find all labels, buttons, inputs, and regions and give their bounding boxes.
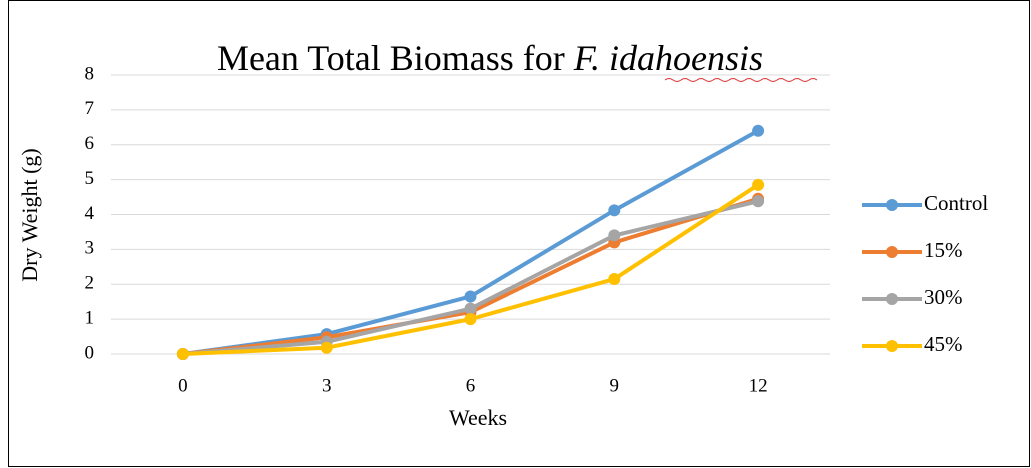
chart-title: Mean Total Biomass for F. idahoensis (217, 38, 763, 78)
y-axis-label: Dry Weight (g) (17, 148, 42, 281)
data-point (464, 290, 477, 303)
y-tick-label: 0 (85, 342, 95, 363)
data-point (608, 229, 621, 242)
chart-frame (8, 0, 1030, 467)
y-tick-label: 6 (85, 133, 95, 154)
data-point (608, 273, 621, 286)
legend-label: 30% (924, 285, 963, 309)
title-species: F. idahoensis (573, 38, 763, 78)
x-tick-label: 9 (610, 375, 620, 396)
x-tick-label: 3 (322, 375, 332, 396)
data-point (752, 178, 765, 191)
legend-swatch-marker (886, 246, 898, 258)
legend-label: 45% (924, 332, 963, 356)
data-point (752, 195, 765, 208)
y-tick-label: 7 (85, 98, 95, 119)
data-point (176, 348, 189, 360)
y-tick-label: 8 (85, 63, 95, 84)
x-axis-label: Weeks (449, 405, 507, 430)
x-tick-label: 12 (749, 375, 768, 396)
legend-label: 15% (924, 238, 963, 262)
x-tick-label: 6 (466, 375, 476, 396)
y-tick-label: 2 (85, 273, 95, 294)
data-point (608, 204, 621, 217)
legend-swatch-marker (886, 340, 898, 352)
data-point (320, 341, 333, 354)
legend-swatch-marker (886, 199, 898, 211)
y-tick-label: 1 (85, 307, 95, 328)
y-tick-label: 5 (85, 168, 95, 189)
y-tick-label: 3 (85, 238, 95, 259)
legend-label: Control (924, 191, 988, 215)
y-tick-label: 4 (85, 203, 95, 224)
legend-swatch-marker (886, 293, 898, 305)
title-text: Mean Total Biomass for (217, 38, 565, 78)
spellcheck-underline (664, 78, 818, 82)
data-point (464, 313, 477, 326)
data-point (464, 302, 477, 315)
x-tick-label: 0 (178, 375, 188, 396)
data-point (752, 124, 765, 137)
